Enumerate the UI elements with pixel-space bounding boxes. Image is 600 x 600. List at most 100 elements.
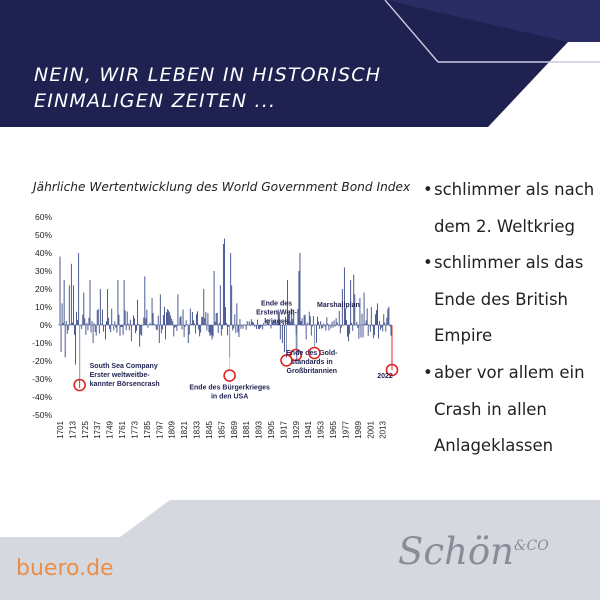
annotation-label: in den USA bbox=[211, 394, 248, 401]
chart-bar bbox=[331, 321, 333, 325]
chart-bar bbox=[66, 325, 68, 334]
y-tick-label: 40% bbox=[35, 248, 52, 258]
chart-bar bbox=[100, 324, 102, 325]
chart-bar bbox=[196, 314, 197, 325]
chart-bar bbox=[307, 324, 309, 325]
bullet-dot-icon: • bbox=[423, 180, 433, 199]
x-tick-label: 2001 bbox=[366, 420, 375, 438]
bullet-line: Empire bbox=[434, 326, 493, 346]
chart-bar bbox=[64, 325, 66, 358]
annotation-label: krieges bbox=[264, 318, 289, 325]
chart-bar bbox=[379, 320, 381, 325]
chart-bar bbox=[63, 280, 65, 325]
chart-bar bbox=[61, 303, 63, 325]
chart-bar bbox=[322, 325, 324, 329]
chart-bar bbox=[317, 316, 318, 325]
x-tick-label: 1713 bbox=[68, 420, 77, 438]
chart-bar bbox=[146, 309, 148, 325]
chart-bar bbox=[301, 318, 303, 325]
chart-bar bbox=[239, 319, 241, 325]
chart-bar bbox=[120, 325, 122, 327]
chart-bar bbox=[377, 303, 378, 325]
x-tick-label: 1977 bbox=[341, 420, 350, 438]
chart-bar bbox=[389, 325, 391, 327]
chart-bar bbox=[92, 325, 94, 343]
chart-bar bbox=[253, 325, 255, 327]
chart-bar bbox=[384, 322, 386, 325]
chart-bar bbox=[60, 325, 62, 352]
chart-bar bbox=[310, 325, 312, 336]
chart-bar bbox=[366, 308, 368, 325]
chart-bar bbox=[117, 280, 119, 325]
chart-bar bbox=[315, 324, 316, 325]
x-tick-label: 1857 bbox=[217, 420, 226, 438]
bond-index-chart: 60% 50% 40% 30% 20% 10% 0% -10% -20% -30% -40% -50%… bbox=[32, 212, 399, 439]
chart-bar bbox=[292, 318, 294, 325]
chart-bar bbox=[74, 325, 75, 335]
chart-bar bbox=[213, 271, 215, 325]
chart-bar bbox=[86, 322, 88, 325]
chart-bar bbox=[130, 325, 132, 342]
chart-bar bbox=[274, 319, 276, 325]
chart-bar bbox=[204, 318, 206, 325]
annotation-marker bbox=[280, 354, 293, 367]
chart-bar bbox=[107, 289, 109, 325]
chart-bar bbox=[386, 317, 388, 325]
x-tick-label: 1761 bbox=[118, 420, 127, 438]
chart-bar bbox=[348, 325, 350, 342]
chart-bar bbox=[268, 323, 270, 325]
chart-bar bbox=[170, 315, 172, 325]
x-tick-label: 1845 bbox=[205, 420, 214, 438]
chart-bar bbox=[65, 320, 67, 325]
chart-bar bbox=[378, 325, 380, 339]
chart-bar bbox=[162, 315, 164, 325]
x-tick-label: 1725 bbox=[81, 420, 90, 438]
chart-bar bbox=[357, 325, 359, 329]
chart-bar bbox=[361, 313, 363, 325]
chart-bar bbox=[358, 325, 360, 339]
annotation-label: Ersten Welt- bbox=[256, 309, 297, 316]
chart-bar bbox=[193, 323, 195, 325]
chart-bar bbox=[134, 318, 135, 325]
chart-bar bbox=[111, 308, 113, 325]
bullet-line: Anlageklassen bbox=[434, 436, 554, 456]
chart-bar bbox=[72, 285, 74, 325]
x-tick-label: 1881 bbox=[242, 420, 251, 438]
chart-bar bbox=[77, 320, 79, 325]
chart-bar bbox=[123, 280, 125, 325]
chart-bar bbox=[222, 244, 224, 325]
bullet-item: • schlimmer als das Ende des British Emp… bbox=[422, 245, 600, 355]
chart-bar bbox=[339, 325, 341, 334]
chart-bar bbox=[388, 306, 390, 325]
chart-bar bbox=[87, 325, 89, 331]
chart-bar bbox=[144, 276, 146, 325]
chart-bar bbox=[298, 271, 300, 325]
y-tick-label: -40% bbox=[32, 392, 52, 402]
chart-bar bbox=[321, 325, 323, 329]
chart-bar bbox=[304, 314, 306, 325]
chart-bar bbox=[333, 320, 335, 325]
chart-bar bbox=[335, 317, 337, 325]
chart-bar bbox=[180, 315, 182, 325]
chart-bar bbox=[316, 325, 317, 343]
chart-bar bbox=[205, 312, 207, 325]
chart-bar bbox=[165, 325, 166, 340]
chart-bar bbox=[287, 280, 289, 325]
footer-url[interactable]: buero.de bbox=[16, 556, 114, 581]
x-tick-label: 1893 bbox=[255, 420, 264, 438]
chart-bar bbox=[119, 325, 121, 336]
chart-bar bbox=[179, 317, 181, 325]
chart-bar bbox=[201, 316, 203, 325]
chart-bar bbox=[189, 308, 191, 325]
chart-bar bbox=[113, 325, 115, 331]
chart-bar bbox=[208, 325, 210, 333]
chart-bar bbox=[177, 294, 179, 325]
chart-bar bbox=[319, 325, 321, 329]
chart-bar bbox=[258, 325, 260, 329]
chart-bar bbox=[353, 274, 355, 325]
chart-bar bbox=[147, 325, 149, 328]
chart-bar bbox=[160, 325, 162, 334]
chart-bar bbox=[217, 325, 219, 333]
bullet-line: Ende des British bbox=[434, 289, 569, 309]
chart-bar bbox=[178, 325, 180, 326]
